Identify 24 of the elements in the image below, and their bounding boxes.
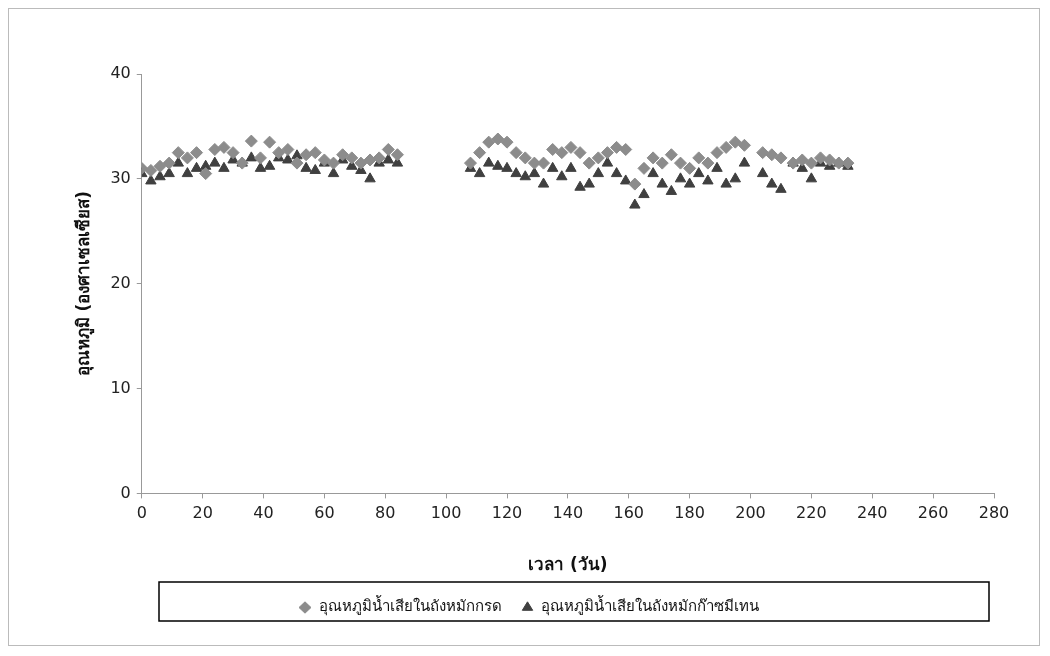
x-tick-label: 120: [491, 503, 523, 523]
x-tick-label: 260: [917, 503, 949, 523]
x-tick-label: 80: [375, 503, 396, 523]
x-tick-label: 100: [430, 503, 462, 523]
x-tick-label: 40: [253, 503, 274, 523]
x-tick-label: 240: [856, 503, 888, 523]
x-axis-title: เวลา (วัน): [528, 554, 608, 575]
x-tick-label: 180: [674, 503, 705, 523]
x-tick-label: 0: [136, 503, 147, 523]
y-tick-label: 0: [120, 482, 131, 502]
y-tick-label: 10: [110, 377, 131, 397]
x-tick-label: 160: [613, 503, 645, 523]
x-tick-label: 60: [314, 503, 335, 523]
legend-label: อุณหภูมิน้ำเสียในถังหมักก๊าซมีเทน: [541, 595, 759, 617]
x-tick-label: 140: [552, 503, 584, 523]
x-tick-label: 200: [735, 503, 766, 523]
y-axis-title: อุณหภูมิ (องศาเซลเซียส): [72, 190, 95, 377]
x-tick-label: 280: [978, 503, 1010, 523]
y-tick-label: 20: [110, 272, 131, 292]
legend-label: อุณหภูมิน้ำเสียในถังหมักกรด: [318, 595, 502, 617]
y-tick-label: 30: [110, 168, 131, 188]
x-tick-label: 20: [192, 503, 213, 523]
y-tick-label: 40: [110, 63, 131, 83]
x-tick-label: 220: [796, 503, 827, 523]
